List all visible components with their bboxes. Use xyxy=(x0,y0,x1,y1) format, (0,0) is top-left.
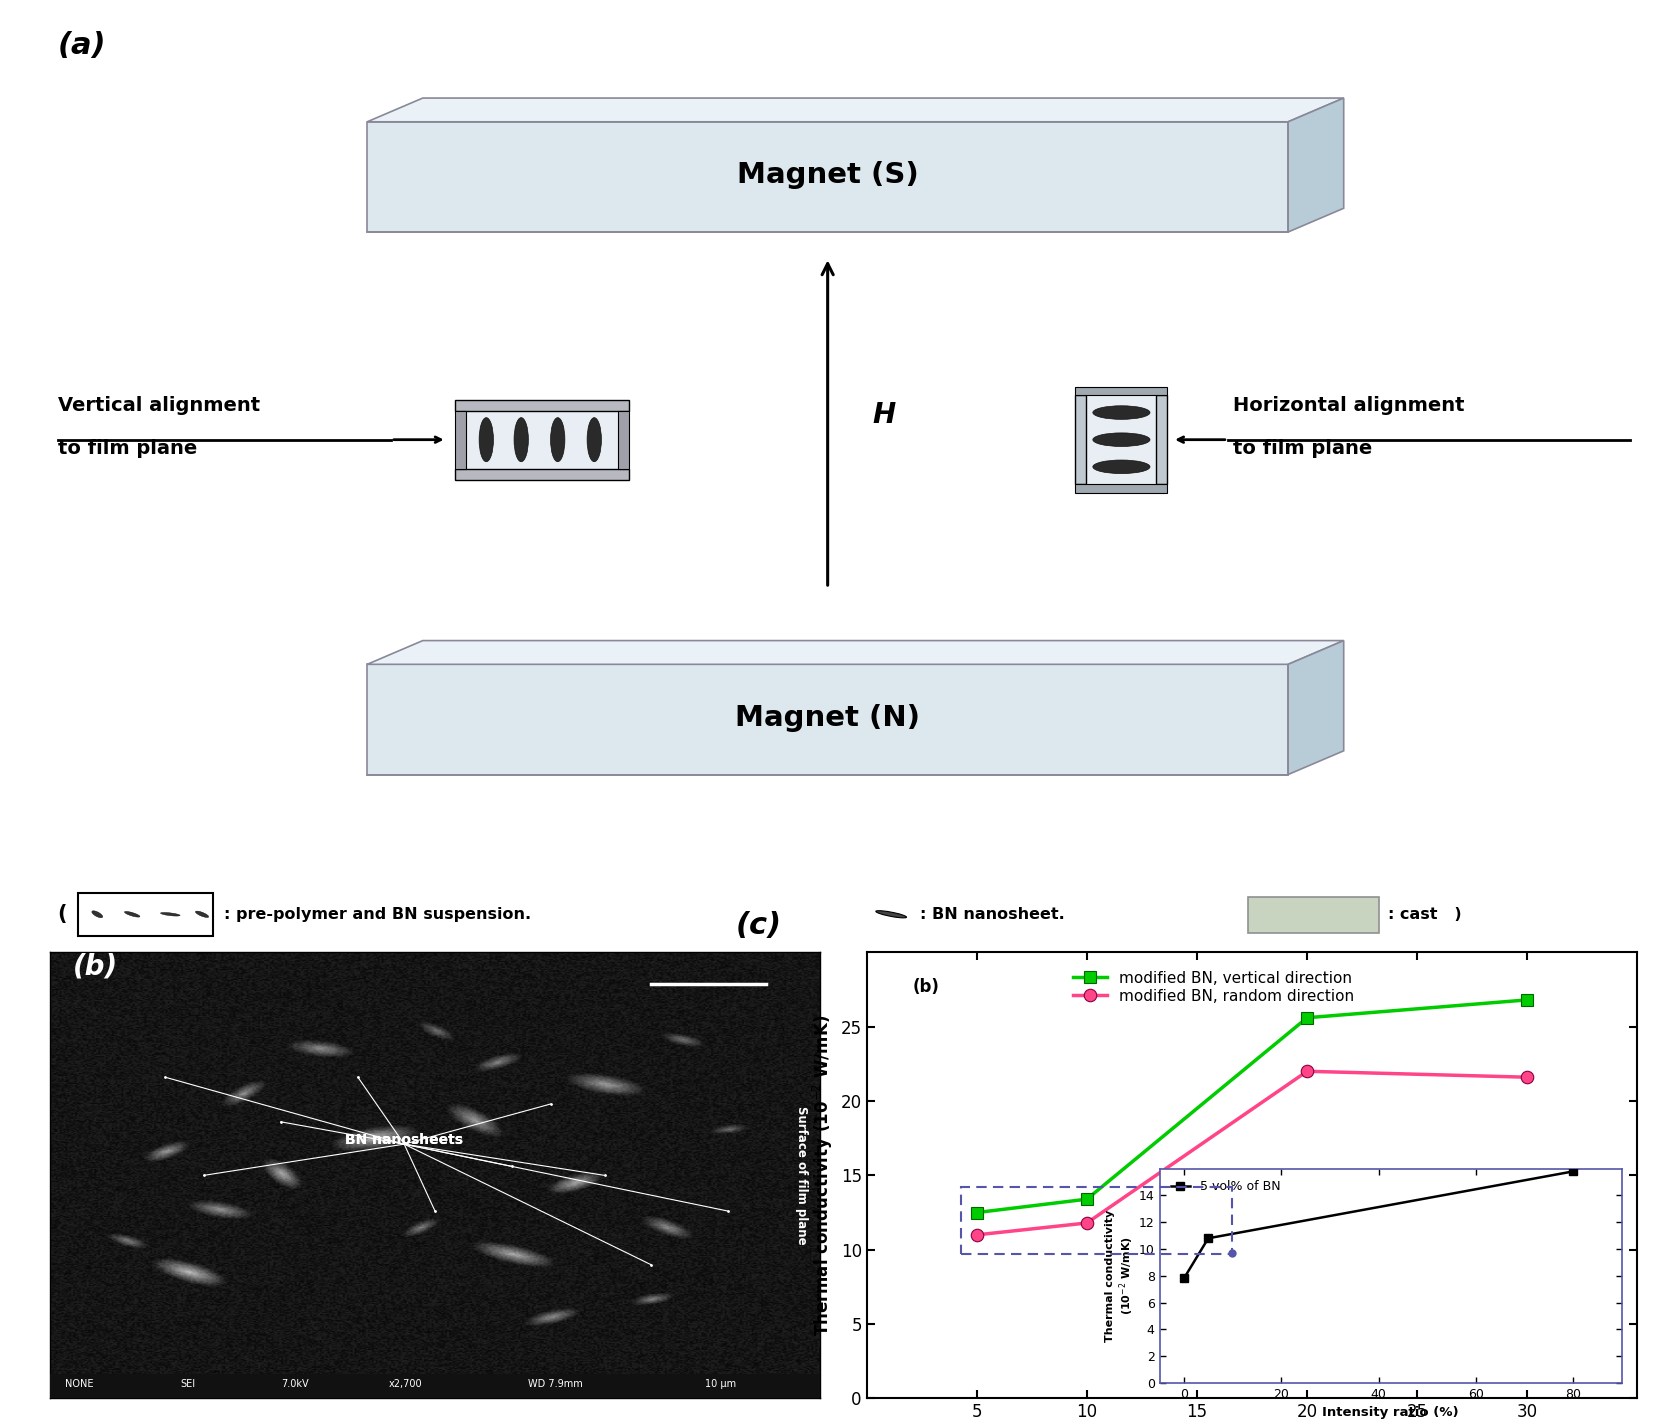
Text: BN nanosheets: BN nanosheets xyxy=(346,1133,463,1147)
Ellipse shape xyxy=(160,912,180,916)
Bar xyxy=(50,1374,820,1398)
Text: Vertical alignment: Vertical alignment xyxy=(58,397,260,415)
Polygon shape xyxy=(367,641,1343,665)
Text: Surface of film plane: Surface of film plane xyxy=(794,1106,807,1244)
Text: (c): (c) xyxy=(736,912,782,940)
Ellipse shape xyxy=(93,910,103,918)
Line: modified BN, vertical direction: modified BN, vertical direction xyxy=(971,993,1533,1219)
Text: (b): (b) xyxy=(913,979,939,996)
Polygon shape xyxy=(367,98,1343,121)
modified BN, vertical direction xyxy=(1077,1190,1097,1207)
Legend: modified BN, vertical direction, modified BN, random direction: modified BN, vertical direction, modifie… xyxy=(1067,965,1360,1010)
Text: (: ( xyxy=(58,905,68,925)
modified BN, random direction xyxy=(1517,1069,1537,1086)
Ellipse shape xyxy=(1093,405,1150,420)
modified BN, random direction xyxy=(1077,1214,1097,1232)
Y-axis label: Thermal conductivity (10$^{-2}$ W/mK): Thermal conductivity (10$^{-2}$ W/mK) xyxy=(810,1015,835,1336)
Text: to film plane: to film plane xyxy=(58,438,197,458)
Bar xyxy=(1075,387,1168,395)
Text: Magnet (N): Magnet (N) xyxy=(734,704,920,732)
modified BN, random direction xyxy=(1297,1063,1317,1080)
Bar xyxy=(455,468,629,479)
Bar xyxy=(961,1187,1232,1254)
Line: modified BN, random direction: modified BN, random direction xyxy=(971,1065,1533,1241)
Bar xyxy=(367,665,1288,775)
Ellipse shape xyxy=(514,418,528,462)
Ellipse shape xyxy=(551,418,566,462)
Bar xyxy=(1075,395,1087,484)
Bar xyxy=(1075,484,1168,492)
Bar xyxy=(1087,395,1156,484)
Bar xyxy=(367,121,1288,233)
Text: NONE: NONE xyxy=(65,1380,94,1390)
Text: (b): (b) xyxy=(73,953,117,980)
Text: : pre-polymer and BN suspension.: : pre-polymer and BN suspension. xyxy=(225,906,531,922)
Ellipse shape xyxy=(877,910,906,918)
Polygon shape xyxy=(1288,641,1343,775)
modified BN, vertical direction xyxy=(968,1204,987,1222)
Text: (a): (a) xyxy=(58,31,106,60)
Ellipse shape xyxy=(1093,459,1150,474)
Text: x2,700: x2,700 xyxy=(389,1380,422,1390)
Bar xyxy=(466,411,619,468)
modified BN, vertical direction xyxy=(1517,992,1537,1009)
Text: to film plane: to film plane xyxy=(1232,438,1371,458)
Ellipse shape xyxy=(124,912,141,918)
Ellipse shape xyxy=(195,910,208,918)
Ellipse shape xyxy=(587,418,602,462)
Bar xyxy=(1156,395,1168,484)
Text: : cast   ): : cast ) xyxy=(1388,906,1462,922)
Bar xyxy=(455,411,466,468)
Text: Magnet (S): Magnet (S) xyxy=(736,161,918,190)
Bar xyxy=(619,411,629,468)
Bar xyxy=(1249,898,1379,933)
modified BN, vertical direction xyxy=(1297,1009,1317,1026)
modified BN, random direction xyxy=(968,1226,987,1243)
Ellipse shape xyxy=(1093,432,1150,447)
Text: : BN nanosheet.: : BN nanosheet. xyxy=(920,906,1065,922)
Text: 10 μm: 10 μm xyxy=(705,1380,736,1390)
Text: WD 7.9mm: WD 7.9mm xyxy=(528,1380,582,1390)
Text: BN nanosheets: BN nanosheets xyxy=(346,1133,463,1147)
Ellipse shape xyxy=(480,418,493,462)
Bar xyxy=(78,893,213,936)
Text: H: H xyxy=(872,401,895,428)
Text: 7.0kV: 7.0kV xyxy=(281,1380,309,1390)
Text: Horizontal alignment: Horizontal alignment xyxy=(1232,397,1464,415)
Text: SEI: SEI xyxy=(180,1380,195,1390)
Bar xyxy=(455,400,629,411)
Polygon shape xyxy=(1288,98,1343,233)
